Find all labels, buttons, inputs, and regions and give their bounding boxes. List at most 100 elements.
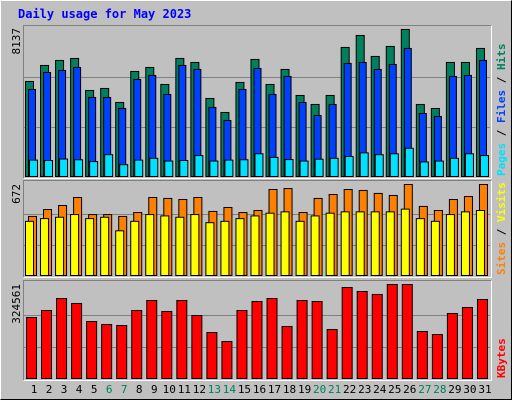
legend: Pages / Files / Hits bbox=[495, 44, 508, 177]
x-tick-label: 13 bbox=[208, 383, 221, 396]
x-tick-label: 9 bbox=[151, 383, 158, 396]
bar bbox=[329, 157, 339, 177]
legend-separator: / bbox=[495, 70, 508, 90]
x-tick-label: 11 bbox=[178, 383, 191, 396]
bar bbox=[344, 155, 354, 178]
bar bbox=[56, 298, 68, 379]
bar bbox=[100, 216, 110, 276]
bar bbox=[206, 332, 218, 379]
bar bbox=[176, 300, 188, 379]
bar bbox=[400, 208, 410, 276]
x-tick-label: 23 bbox=[358, 383, 371, 396]
legend-entry: Sites bbox=[495, 242, 508, 275]
x-tick-label: 28 bbox=[433, 383, 446, 396]
bar bbox=[236, 309, 248, 380]
bar bbox=[220, 220, 230, 276]
x-tick-label: 24 bbox=[373, 383, 387, 396]
bar bbox=[326, 328, 338, 380]
bar bbox=[374, 154, 384, 177]
bar bbox=[386, 284, 398, 379]
x-tick-label: 8 bbox=[136, 383, 143, 396]
x-tick-label: 27 bbox=[418, 383, 431, 396]
x-tick-label: 12 bbox=[193, 383, 206, 396]
chart-title: Daily usage for May 2023 bbox=[18, 7, 191, 21]
bar bbox=[40, 218, 50, 276]
bar bbox=[104, 154, 114, 177]
bar bbox=[26, 317, 37, 380]
x-tick-label: 1 bbox=[31, 383, 38, 396]
x-tick-label: 21 bbox=[328, 383, 341, 396]
legend-entry: KBytes bbox=[495, 338, 508, 378]
bar bbox=[280, 211, 290, 277]
panel-border-light bbox=[23, 280, 492, 381]
bar bbox=[209, 160, 219, 177]
panel-border-dark bbox=[23, 180, 492, 278]
x-tick-label: 4 bbox=[76, 383, 83, 396]
panel-border-light bbox=[23, 180, 492, 278]
legend-entry: Files bbox=[495, 90, 508, 123]
legend-entry: Visits bbox=[495, 182, 508, 222]
bar bbox=[175, 216, 185, 276]
y-tick-label: 324561 bbox=[10, 284, 23, 324]
bar bbox=[295, 220, 305, 276]
bar bbox=[266, 298, 278, 379]
bar bbox=[85, 218, 95, 276]
bar bbox=[340, 211, 350, 277]
bar bbox=[29, 159, 38, 177]
x-tick-label: 26 bbox=[403, 383, 416, 396]
x-tick-label: 3 bbox=[61, 383, 68, 396]
x-tick-label: 5 bbox=[91, 383, 98, 396]
bar bbox=[415, 218, 425, 276]
bar bbox=[101, 323, 113, 380]
bar bbox=[460, 211, 470, 277]
legend-separator: / bbox=[495, 123, 508, 143]
bar bbox=[325, 212, 335, 276]
bar bbox=[221, 340, 233, 379]
bar bbox=[299, 160, 309, 177]
bar bbox=[431, 334, 443, 379]
bar bbox=[239, 159, 249, 177]
bar bbox=[119, 164, 129, 177]
bar bbox=[71, 302, 83, 380]
legend: KBytes bbox=[495, 338, 508, 378]
bar bbox=[116, 324, 128, 379]
bar bbox=[190, 214, 200, 276]
bar bbox=[464, 153, 474, 177]
bar bbox=[115, 230, 125, 276]
bar bbox=[179, 159, 189, 177]
bar bbox=[311, 300, 323, 379]
bar bbox=[86, 321, 98, 379]
legend-entry: Pages bbox=[495, 143, 508, 176]
x-tick-label: 6 bbox=[106, 383, 113, 396]
bar bbox=[370, 211, 380, 277]
bar bbox=[235, 218, 245, 276]
bar bbox=[178, 64, 187, 177]
bar bbox=[416, 330, 428, 379]
bar bbox=[445, 214, 455, 276]
bar bbox=[404, 147, 414, 177]
bar bbox=[446, 313, 458, 379]
bar bbox=[55, 216, 65, 276]
bar bbox=[44, 159, 54, 177]
x-tick-label: 15 bbox=[238, 383, 251, 396]
bar bbox=[479, 155, 489, 178]
bar bbox=[145, 214, 155, 276]
bar bbox=[134, 159, 144, 177]
x-tick-label: 29 bbox=[448, 383, 461, 396]
x-tick-label: 18 bbox=[283, 383, 296, 396]
bar bbox=[385, 211, 395, 277]
bar bbox=[355, 211, 365, 277]
bar bbox=[89, 161, 99, 178]
legend-separator: / bbox=[495, 222, 508, 242]
bar bbox=[401, 284, 413, 379]
bar bbox=[475, 210, 485, 276]
bar bbox=[314, 158, 324, 177]
bar bbox=[205, 222, 215, 276]
bar bbox=[296, 300, 308, 379]
x-tick-label: 7 bbox=[121, 383, 128, 396]
bar bbox=[164, 160, 174, 177]
bar bbox=[265, 212, 275, 276]
bar bbox=[25, 220, 34, 276]
bar bbox=[160, 215, 170, 277]
